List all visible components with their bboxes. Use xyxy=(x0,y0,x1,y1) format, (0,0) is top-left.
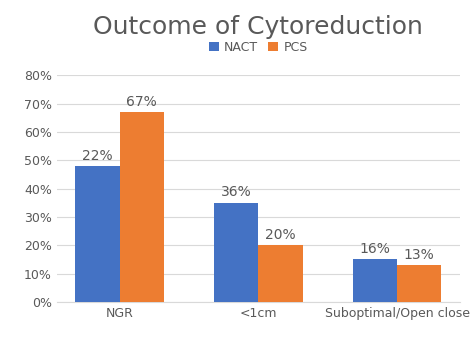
Bar xyxy=(397,265,441,302)
Text: 67%: 67% xyxy=(127,95,157,109)
Bar xyxy=(119,112,164,302)
Text: 13%: 13% xyxy=(404,248,435,262)
Bar xyxy=(258,245,303,302)
Text: 22%: 22% xyxy=(82,149,113,163)
Bar xyxy=(214,203,258,302)
Legend: NACT, PCS: NACT, PCS xyxy=(209,41,308,54)
Bar xyxy=(75,166,119,302)
Text: 16%: 16% xyxy=(359,242,390,256)
Title: Outcome of Cytoreduction: Outcome of Cytoreduction xyxy=(93,15,423,39)
Bar xyxy=(353,259,397,302)
Text: 20%: 20% xyxy=(265,228,296,242)
Text: 36%: 36% xyxy=(221,186,252,199)
